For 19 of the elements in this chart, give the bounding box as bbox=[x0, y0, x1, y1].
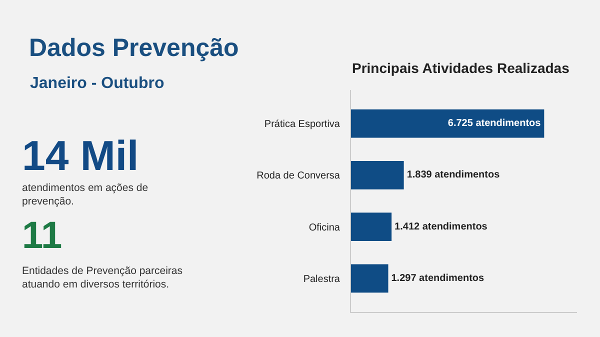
bar bbox=[351, 160, 404, 190]
bar bbox=[351, 264, 388, 293]
chart-title: Principais Atividades Realizadas bbox=[352, 60, 570, 76]
text: atendimentos em ações de prevenção. bbox=[22, 182, 148, 208]
y-tick-label: Roda de Conversa bbox=[256, 170, 340, 182]
text: 11 bbox=[22, 215, 62, 257]
y-tick-label: Palestra bbox=[303, 274, 340, 285]
text: Dados Prevenção bbox=[29, 34, 239, 62]
bar bbox=[351, 109, 544, 138]
data-label: 1.839 atendimentos bbox=[406, 170, 500, 181]
y-tick-label: Oficina bbox=[308, 222, 340, 234]
data-label: 1.412 atendimentos bbox=[394, 221, 488, 232]
y-tick-label: Prática Esportiva bbox=[264, 119, 340, 130]
text: Entidades de Prevenção parceiras atuando em diversos territórios. bbox=[22, 265, 183, 291]
bar bbox=[351, 212, 392, 242]
text: Janeiro - Outubro bbox=[30, 75, 164, 92]
text: 14 Mil bbox=[22, 132, 139, 179]
data-label: 6.725 atendimentos bbox=[448, 118, 542, 130]
data-label: 1.297 atendimentos bbox=[391, 272, 484, 284]
